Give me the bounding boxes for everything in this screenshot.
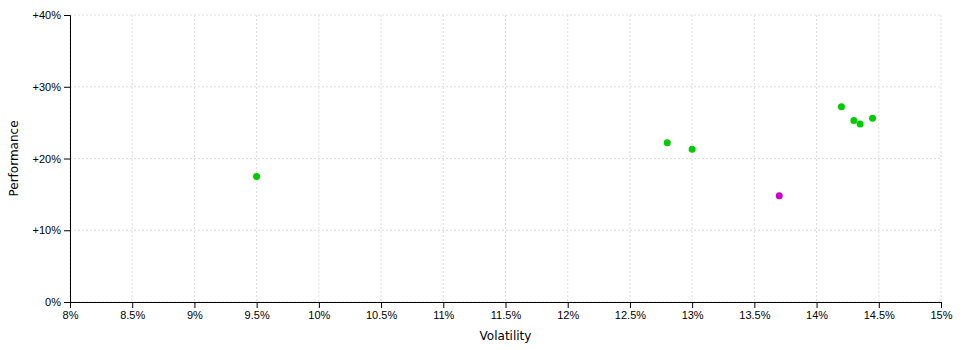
tick-mark bbox=[941, 302, 942, 308]
tick: 12% bbox=[557, 302, 579, 321]
tick-mark bbox=[506, 302, 507, 308]
tick-label: 12.5% bbox=[615, 309, 646, 321]
tick: 12.5% bbox=[615, 302, 646, 321]
tick-label: 11% bbox=[433, 309, 454, 321]
axis-line bbox=[71, 303, 942, 309]
tick-mark bbox=[879, 302, 880, 308]
tick: 11.5% bbox=[491, 302, 522, 321]
tick-mark bbox=[64, 302, 70, 303]
tick-label: +10% bbox=[33, 224, 62, 236]
point bbox=[850, 117, 857, 124]
series bbox=[253, 103, 876, 180]
tick: 13.5% bbox=[739, 302, 770, 321]
tick-label: 10% bbox=[308, 309, 330, 321]
tick-label: 10.5% bbox=[366, 309, 397, 321]
tick-label: 15% bbox=[930, 309, 952, 321]
tick-mark bbox=[754, 302, 755, 308]
tick: 13% bbox=[682, 302, 704, 321]
tick-label: 9.5% bbox=[245, 309, 270, 321]
tick-mark bbox=[257, 302, 258, 308]
point bbox=[857, 121, 864, 128]
tick-mark bbox=[194, 302, 195, 308]
point bbox=[838, 103, 845, 110]
tick: 14.5% bbox=[864, 302, 895, 321]
tick-mark bbox=[132, 302, 133, 308]
grid bbox=[70, 15, 941, 302]
point bbox=[869, 115, 876, 122]
tick-mark bbox=[64, 87, 70, 88]
tick-mark bbox=[64, 230, 70, 231]
grid-line bbox=[256, 15, 257, 302]
tick-label: 8.5% bbox=[120, 309, 145, 321]
marks bbox=[253, 103, 876, 199]
grid-line bbox=[70, 158, 941, 159]
grid-line bbox=[70, 86, 941, 87]
tick: +10% bbox=[33, 224, 70, 236]
tick: 9.5% bbox=[245, 302, 270, 321]
tick-mark bbox=[817, 302, 818, 308]
axis-line bbox=[64, 16, 71, 303]
x-axis-title: Volatility bbox=[480, 329, 532, 343]
tick-mark bbox=[443, 302, 444, 308]
tick-label: 14.5% bbox=[864, 309, 895, 321]
tick: 11% bbox=[433, 302, 454, 321]
tick-label: +20% bbox=[33, 153, 62, 165]
tick-mark bbox=[319, 302, 320, 308]
tick-label: +30% bbox=[33, 81, 62, 93]
tick-mark bbox=[630, 302, 631, 308]
tick: +20% bbox=[33, 153, 70, 165]
point bbox=[253, 173, 260, 180]
tick-mark bbox=[692, 302, 693, 308]
tick-mark bbox=[568, 302, 569, 308]
tick: 10% bbox=[308, 302, 330, 321]
point bbox=[776, 192, 783, 199]
point bbox=[664, 139, 671, 146]
tick-label: 11.5% bbox=[491, 309, 522, 321]
y-axis-title: Performance bbox=[7, 120, 21, 196]
tick-mark bbox=[64, 159, 70, 160]
chart: 8% 8.5% 9% 9.5% 10% 10.5% 11% 11.5% 12% 12.5% 13% 1… bbox=[0, 0, 966, 350]
tick-label: 14% bbox=[806, 309, 828, 321]
grid-line bbox=[505, 15, 506, 302]
plot: 8% 8.5% 9% 9.5% 10% 10.5% 11% 11.5% 12% 12.5% 13% 1… bbox=[7, 9, 953, 343]
tick-mark bbox=[381, 302, 382, 308]
tick-label: +40% bbox=[33, 9, 62, 21]
tick-label: 9% bbox=[187, 309, 203, 321]
tick-label: 8% bbox=[63, 309, 79, 321]
tick: 8% bbox=[63, 302, 79, 321]
tick: 8.5% bbox=[120, 302, 145, 321]
grid-line bbox=[816, 15, 817, 302]
tick: +40% bbox=[33, 9, 70, 21]
tick-label: 12% bbox=[557, 309, 579, 321]
point bbox=[689, 146, 696, 153]
tick-label: 13% bbox=[682, 309, 704, 321]
tick: 9% bbox=[187, 302, 203, 321]
tick: 0% bbox=[45, 296, 70, 308]
tick: 10.5% bbox=[366, 302, 397, 321]
grid-line bbox=[70, 230, 941, 231]
tick-label: 13.5% bbox=[739, 309, 770, 321]
grid-line bbox=[381, 15, 382, 302]
x-axis: 8% 8.5% 9% 9.5% 10% 10.5% 11% 11.5% 12% 12.5% 13% 1… bbox=[63, 302, 953, 321]
grid-line bbox=[70, 15, 941, 16]
tick: 15% bbox=[930, 302, 952, 321]
tick-label: 0% bbox=[45, 296, 61, 308]
tick: +30% bbox=[33, 81, 70, 93]
tick-mark bbox=[64, 15, 70, 16]
series bbox=[776, 192, 783, 199]
y-axis: 0% +10% +20% +30% +40% bbox=[33, 9, 71, 308]
tick: 14% bbox=[806, 302, 828, 321]
